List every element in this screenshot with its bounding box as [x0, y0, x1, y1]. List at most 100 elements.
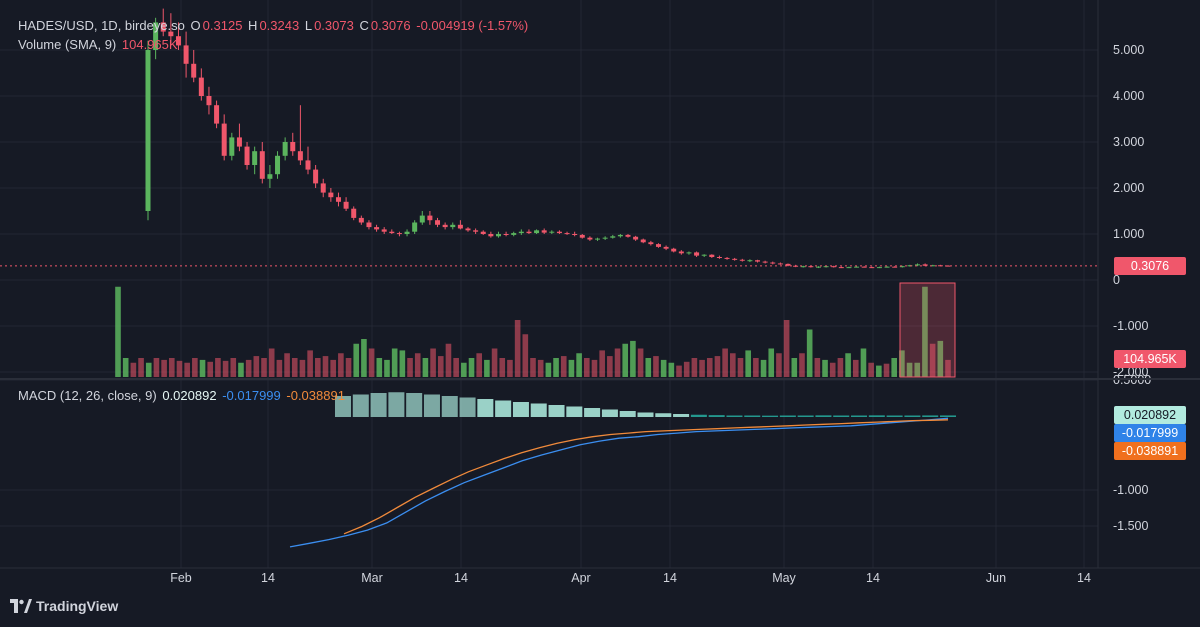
- candle-body: [815, 266, 821, 268]
- volume-bar: [560, 356, 567, 377]
- candle-body: [374, 227, 380, 230]
- candle-body: [602, 237, 608, 239]
- candle-body: [320, 183, 326, 193]
- x-tick-label: May: [772, 571, 796, 585]
- candle-body: [701, 254, 707, 256]
- tradingview-brand[interactable]: TradingView: [10, 598, 118, 614]
- macd-histogram-bar: [851, 415, 868, 417]
- macd-histogram-bar: [334, 396, 352, 417]
- candle-body: [663, 246, 669, 249]
- macd-histogram-bar: [815, 415, 832, 417]
- symbol-label[interactable]: HADES/USD, 1D, birdeye.so: [18, 18, 185, 33]
- open-label: O: [190, 18, 201, 33]
- brand-name: TradingView: [36, 598, 119, 614]
- candle-body: [495, 234, 501, 237]
- macd-histogram-bar: [459, 397, 476, 417]
- candle-body: [465, 228, 471, 231]
- volume-bar: [338, 353, 344, 377]
- y-tick-label: 4.000: [1113, 89, 1144, 103]
- volume-bar: [868, 362, 874, 377]
- candle-body: [709, 254, 715, 257]
- volume-bar: [837, 358, 844, 377]
- volume-bar: [215, 358, 221, 377]
- volume-bar: [876, 365, 882, 377]
- macd-histogram-bar: [690, 414, 707, 417]
- x-tick-label: Feb: [170, 571, 192, 585]
- candle-body: [785, 263, 791, 266]
- volume-bar: [199, 359, 206, 377]
- macd-histogram-bar: [708, 415, 725, 417]
- candle-body: [335, 197, 341, 202]
- candle-body: [457, 224, 463, 229]
- candle-body: [191, 63, 197, 78]
- candle-body: [206, 96, 212, 106]
- candle-body: [747, 260, 753, 262]
- candle-body: [175, 36, 181, 46]
- volume-bar: [914, 362, 921, 377]
- y-tick-label: 1.000: [1113, 227, 1144, 241]
- macd-label[interactable]: MACD (12, 26, close, 9): [18, 388, 157, 403]
- volume-bar: [706, 358, 713, 377]
- volume-bar: [299, 359, 306, 377]
- candle-body: [808, 266, 814, 268]
- y-tick-label: 2.000: [1113, 181, 1144, 195]
- volume-bar: [745, 350, 751, 377]
- volume-bar: [614, 348, 621, 377]
- volume-bar: [929, 343, 936, 377]
- volume-bar: [891, 358, 898, 377]
- volume-bar: [806, 329, 813, 377]
- macd-histogram-bar: [406, 393, 423, 417]
- volume-bar: [568, 359, 575, 377]
- volume-bar: [161, 359, 167, 377]
- volume-bar: [476, 353, 483, 377]
- volume-bar: [276, 359, 283, 377]
- macd-histogram-bar: [601, 409, 618, 417]
- candle-body: [617, 234, 623, 237]
- macd-histogram-bar: [619, 411, 636, 417]
- volume-bar: [207, 361, 214, 377]
- volume-bar: [545, 362, 552, 377]
- volume-bar: [407, 358, 413, 377]
- volume-legend: Volume (SMA, 9) 104.965K: [18, 37, 180, 52]
- macd-histogram-bar: [922, 415, 939, 417]
- candle-body: [755, 260, 761, 262]
- x-tick-label: 14: [866, 571, 880, 585]
- candle-body: [236, 137, 242, 147]
- volume-bar: [922, 286, 928, 377]
- volume-bar: [660, 359, 667, 377]
- volume-label[interactable]: Volume (SMA, 9): [18, 37, 117, 52]
- y-tick-label: -1.000: [1113, 319, 1148, 333]
- candle-body: [328, 192, 334, 198]
- macd-histogram-bar: [370, 393, 387, 417]
- candle-body: [579, 234, 585, 238]
- volume-bar: [768, 348, 775, 377]
- candle-body: [549, 231, 555, 233]
- macd-y-tick-label: -1.000: [1113, 483, 1148, 497]
- volume-bar: [645, 358, 652, 377]
- macd-histogram-bar: [797, 415, 814, 417]
- candle-body: [244, 146, 250, 165]
- macd-histogram-bar: [868, 415, 885, 417]
- volume-bar: [230, 358, 237, 377]
- candle-body: [899, 266, 905, 268]
- macd-histogram-bar: [388, 392, 405, 417]
- high-value: 0.3243: [259, 18, 300, 33]
- volume-bar: [630, 340, 636, 377]
- y-tick-label: 3.000: [1113, 135, 1144, 149]
- high-label: H: [248, 18, 258, 33]
- macd-histogram-bar: [548, 405, 565, 417]
- macd-histogram-bar: [726, 415, 743, 417]
- volume-bar: [829, 362, 836, 377]
- x-tick-label: Jun: [986, 571, 1006, 585]
- macd-histogram-bar: [762, 415, 779, 417]
- volume-bar: [353, 343, 360, 377]
- candle-body: [572, 234, 578, 235]
- volume-highlight-box: [899, 282, 956, 378]
- volume-bar: [361, 339, 367, 377]
- volume-bar: [491, 348, 498, 377]
- candle-body: [313, 169, 319, 184]
- volume-bar: [906, 362, 913, 377]
- candle-body: [648, 242, 654, 245]
- candle-body: [435, 220, 441, 225]
